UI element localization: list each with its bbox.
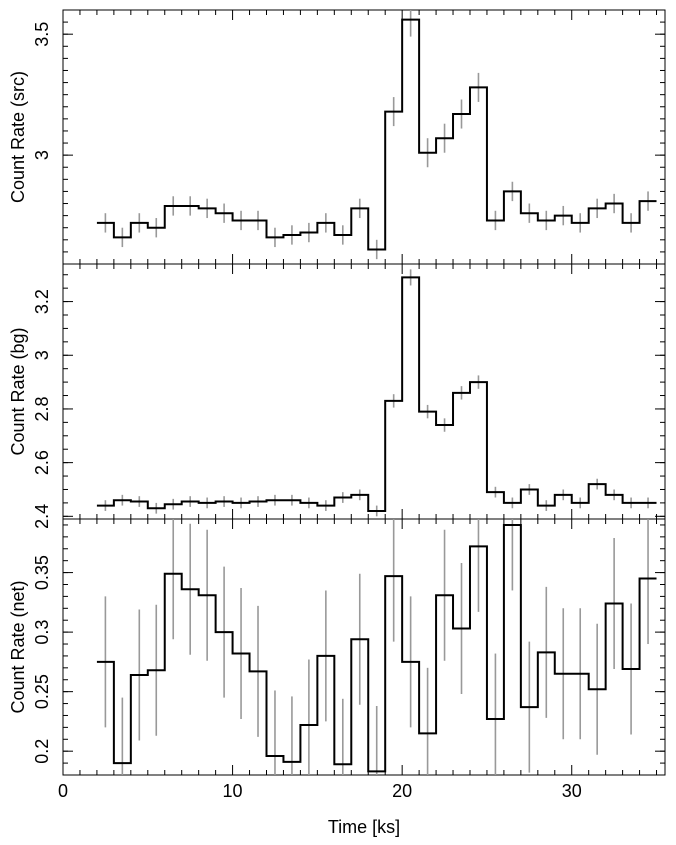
light-curve-step-net <box>96 523 657 773</box>
y-tick-label-net: 0.3 <box>32 620 52 645</box>
y-tick-label-src: 3.5 <box>32 22 52 47</box>
plot-frame-net <box>62 518 666 776</box>
x-tick-label: 20 <box>392 781 412 801</box>
plot-frame-bg <box>62 263 666 520</box>
y-tick-label-bg: 2.4 <box>32 504 52 529</box>
y-axis-label-net: Count Rate (net) <box>8 580 28 713</box>
light-curve-step-src <box>96 18 657 251</box>
light-curve-step-bg <box>96 276 657 512</box>
y-tick-label-bg: 3 <box>32 350 52 360</box>
y-tick-label-bg: 3.2 <box>32 289 52 314</box>
x-axis-label: Time [ks] <box>328 817 400 837</box>
y-axis-label-bg: Count Rate (bg) <box>8 327 28 455</box>
y-tick-label-net: 0.2 <box>32 739 52 764</box>
y-tick-label-bg: 2.6 <box>32 450 52 475</box>
x-tick-label: 0 <box>58 781 68 801</box>
y-tick-label-src: 3 <box>32 150 52 160</box>
y-tick-label-bg: 2.8 <box>32 396 52 421</box>
plot-frame-src <box>62 9 666 265</box>
y-axis-label-src: Count Rate (src) <box>8 71 28 203</box>
y-tick-label-net: 0.35 <box>32 555 52 590</box>
panel-bg: Count Rate (bg) 2.4 2.6 2.8 3 3.2 <box>8 263 666 529</box>
y-tick-label-net: 0.25 <box>32 674 52 709</box>
x-tick-label: 30 <box>562 781 582 801</box>
panel-net: Count Rate (net) 0.2 0.25 0.3 0.35 <box>8 518 666 776</box>
x-tick-label: 10 <box>223 781 243 801</box>
panel-src: Count Rate (src) 3 3.5 <box>8 9 666 265</box>
